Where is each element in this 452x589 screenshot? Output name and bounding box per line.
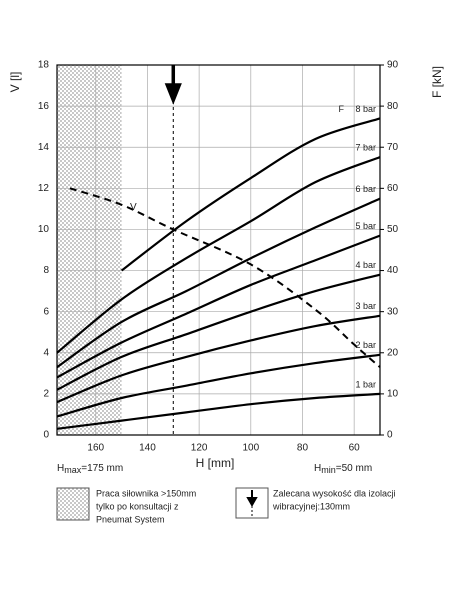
y-tick-label: 18 <box>38 60 50 71</box>
y-tick-label: 12 <box>38 183 50 194</box>
y2-tick-label: 20 <box>387 347 399 358</box>
y2-tick-label: 40 <box>387 265 399 276</box>
x-tick-label: 60 <box>349 443 361 454</box>
series-line <box>120 117 381 272</box>
legend-text: Zalecana wysokość dla izolacji <box>273 488 396 498</box>
y-tick-label: 8 <box>43 265 49 276</box>
force-label: F <box>339 104 345 114</box>
series-line <box>69 187 381 368</box>
x-tick-label: 120 <box>191 443 208 454</box>
series-label: 7 bar <box>355 142 376 152</box>
series-line <box>56 273 381 391</box>
h-symbol: H <box>57 463 64 474</box>
x-axis-title: H [mm] <box>196 456 235 470</box>
h-sub: max <box>64 465 82 475</box>
series-line <box>56 156 381 354</box>
y2-tick-label: 50 <box>387 224 399 235</box>
hmax-label: Hmax=175 mm <box>57 463 123 476</box>
plot-frame <box>56 64 381 436</box>
hmin-label: Hmin=50 mm <box>314 463 372 476</box>
legend-hatch-swatch <box>56 487 90 521</box>
y2-tick-label: 60 <box>387 183 399 194</box>
y-tick-label: 0 <box>43 430 49 441</box>
series-label: 6 bar <box>355 184 376 194</box>
series-label: 1 bar <box>355 379 376 389</box>
legend-text: Praca siłownika >150mm <box>96 488 196 498</box>
series-label: 5 bar <box>355 221 376 231</box>
legend-text: wibracyjnej:130mm <box>272 501 350 511</box>
h-rest: =175 mm <box>81 463 123 474</box>
series-line <box>56 314 381 404</box>
series-line <box>56 197 381 369</box>
y2-axis-title: F [kN] <box>430 66 444 98</box>
y-tick-label: 4 <box>43 347 49 358</box>
legend-text: Pneumat System <box>96 514 165 524</box>
series-label: V <box>130 202 137 213</box>
series-label: 2 bar <box>355 340 376 350</box>
y-tick-label: 14 <box>38 142 50 153</box>
x-tick-label: 100 <box>242 443 259 454</box>
x-tick-label: 160 <box>87 443 104 454</box>
legend-text: tylko po konsultacji z <box>96 501 179 511</box>
y2-tick-label: 30 <box>387 306 399 317</box>
series-label: 3 bar <box>355 301 376 311</box>
y2-tick-label: 90 <box>387 60 399 71</box>
y-tick-label: 10 <box>38 224 50 235</box>
y-tick-label: 2 <box>43 389 49 400</box>
series-label: 4 bar <box>355 260 376 270</box>
series-line <box>56 234 381 379</box>
y-tick-label: 6 <box>43 306 49 317</box>
y2-tick-label: 10 <box>387 389 399 400</box>
y-tick-label: 16 <box>38 101 50 112</box>
x-tick-label: 80 <box>297 443 309 454</box>
h-rest: =50 mm <box>336 463 372 474</box>
y2-tick-label: 80 <box>387 101 399 112</box>
recommended-arrow <box>164 65 182 105</box>
legend-arrow <box>246 490 258 508</box>
series-line <box>56 353 381 418</box>
x-tick-label: 140 <box>139 443 156 454</box>
y2-tick-label: 70 <box>387 142 399 153</box>
y2-tick-label: 0 <box>387 430 393 441</box>
h-sub: min <box>321 465 336 475</box>
series-label: 8 bar <box>355 104 376 114</box>
series-line <box>56 392 381 430</box>
y-axis-title: V [l] <box>8 72 22 93</box>
h-symbol: H <box>314 463 321 474</box>
